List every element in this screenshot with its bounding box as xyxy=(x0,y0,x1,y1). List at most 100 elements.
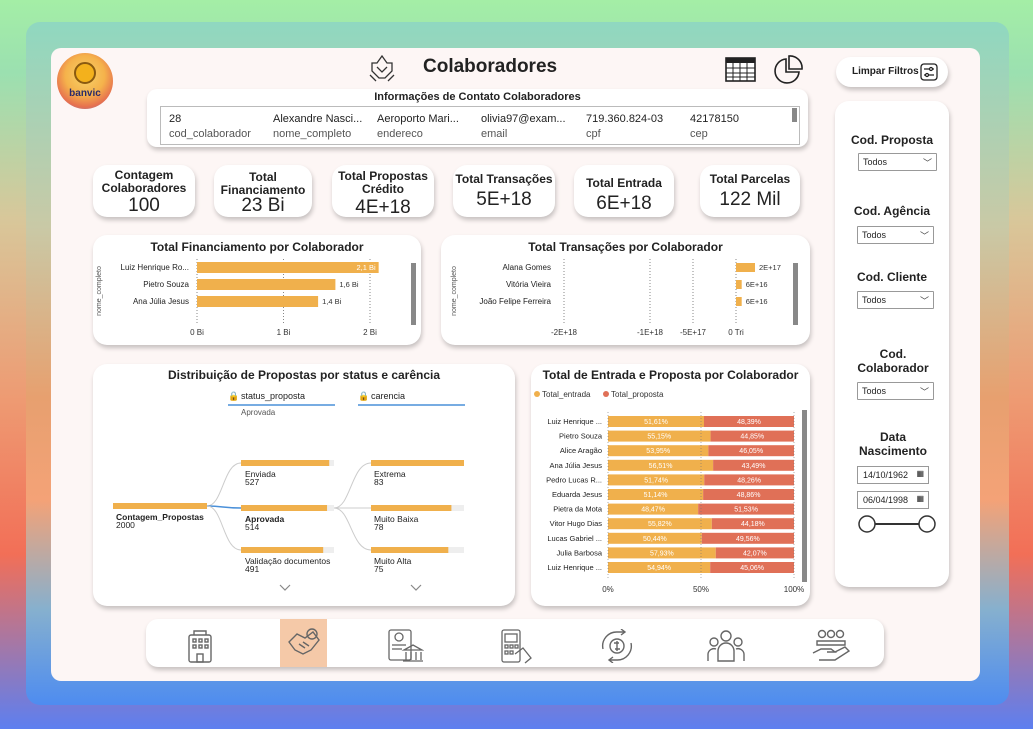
data-label: 43,49% xyxy=(742,463,766,470)
category-label: Vitória Vieira xyxy=(506,280,552,289)
chevron-down-icon: ﹀ xyxy=(919,296,929,306)
contact-scrollbar[interactable] xyxy=(792,108,797,122)
kpi-card: Total Financiamento 23 Bi xyxy=(214,165,312,217)
legend-marker xyxy=(603,391,609,397)
agencia-select[interactable]: Todos ﹀ xyxy=(857,226,934,244)
category-label: Eduarda Jesus xyxy=(552,490,602,499)
data-label: 56,51% xyxy=(649,463,673,470)
data-label: 53,95% xyxy=(646,448,670,455)
tree-node-value: 491 xyxy=(245,564,259,574)
filter-panel: Cod. Proposta Todos ﹀ Cod. Agência Todos ﹀… xyxy=(835,101,949,587)
tick-label: 1 Bi xyxy=(277,328,291,337)
bar-segment xyxy=(608,562,711,573)
data-label: 49,56% xyxy=(736,536,760,543)
bar-segment xyxy=(715,547,794,559)
date-range-slider[interactable] xyxy=(857,513,937,535)
clear-filters-button[interactable]: Limpar Filtros xyxy=(836,57,948,87)
data-label: 1,4 Bi xyxy=(322,297,342,306)
data-label: 45,06% xyxy=(740,565,764,572)
payment-terminal-icon[interactable] xyxy=(492,626,538,666)
decomposition-tree[interactable]: 🔒 status_proposta 🔒 carenciaAprovadaContage… xyxy=(93,364,515,606)
data-label: 57,93% xyxy=(650,550,674,557)
bar xyxy=(736,263,755,272)
tree-node-bar xyxy=(371,505,452,511)
filter-label: Cod. Cliente xyxy=(856,270,927,284)
category-label: Alana Gomes xyxy=(503,263,551,272)
filter-label: Cod. Proposta xyxy=(850,133,933,147)
tick-label: 0 Bi xyxy=(190,328,204,337)
entrada-proposta-chart: Total_entrada Total_proposta Luiz Henrique… xyxy=(534,390,807,594)
building-icon[interactable] xyxy=(177,626,223,666)
tick-label: 100% xyxy=(784,585,804,594)
contact-info-table: 28 cod_colaborador Alexandre Nasci... nome… xyxy=(160,106,800,145)
bank-document-icon[interactable] xyxy=(382,626,428,666)
data-label: 51,14% xyxy=(644,492,668,499)
bar-segment xyxy=(608,416,704,427)
tick-label: -2E+18 xyxy=(551,328,578,337)
kpi-card: Total Propostas Crédito 4E+18 xyxy=(332,165,434,218)
chevron-down-icon: ﹀ xyxy=(919,231,929,241)
contact-field: Alexandre Nasci... nome_completo xyxy=(273,113,363,140)
tree-node-bar xyxy=(241,547,324,553)
bar-segment xyxy=(704,474,794,486)
contact-field: 719.360.824-03 cpf xyxy=(586,113,664,140)
handshake-money-icon[interactable] xyxy=(280,619,327,667)
data-label: 6E+16 xyxy=(746,280,768,289)
tree-node-value: 75 xyxy=(374,564,384,574)
bar-segment xyxy=(701,532,794,544)
data-label: 1,6 Bi xyxy=(339,280,359,289)
data-label: 51,61% xyxy=(644,419,668,426)
clear-filters-label: Limpar Filtros xyxy=(852,66,919,77)
cliente-select[interactable]: Todos ﹀ xyxy=(857,291,934,309)
category-label: Alice Aragão xyxy=(560,446,602,455)
contact-field: 28 cod_colaborador xyxy=(169,113,251,140)
bar xyxy=(197,296,319,307)
bar-segment xyxy=(608,518,712,530)
tree-connector xyxy=(206,505,242,551)
bar-segment xyxy=(608,489,704,500)
tree-node-label: Enviada xyxy=(245,469,276,479)
data-label: 48,86% xyxy=(737,492,761,499)
tree-title: Distribuição de Propostas por status e c… xyxy=(167,368,441,382)
tree-node-bar xyxy=(241,460,330,466)
category-label: Luiz Henrique ... xyxy=(547,417,602,426)
chart-title: Total Financiamento por Colaborador xyxy=(150,240,364,254)
decomposition-tree-card: Distribuição de Propostas por status e c… xyxy=(93,364,515,606)
colaborador-select[interactable]: Todos ﹀ xyxy=(857,382,934,400)
tree-node-label: Validação documentos xyxy=(245,556,330,566)
data-label: 42,07% xyxy=(743,550,767,557)
entrada-proposta-chart-card: Total de Entrada e Proposta por Colabora… xyxy=(531,364,810,606)
tree-node-bar xyxy=(371,547,449,553)
data-label: 55,82% xyxy=(648,521,672,528)
tick-label: -5E+17 xyxy=(680,328,707,337)
tick-label: 0% xyxy=(602,585,614,594)
contact-field: Aeroporto Mari... endereco xyxy=(377,113,459,140)
tree-node-label: Extrema xyxy=(374,469,406,479)
bar-segment xyxy=(698,503,794,515)
chart-title: Total Transações por Colaborador xyxy=(528,240,723,254)
tree-node-value: 83 xyxy=(374,477,384,487)
tick-label: -1E+18 xyxy=(637,328,664,337)
financiamento-chart: nome_completo 0 Bi 1 Bi 2 Bi Luiz Henrique R… xyxy=(96,259,416,337)
category-label: Ana Júlia Jesus xyxy=(133,297,189,306)
date-to-input[interactable]: 06/04/1998 ▦ xyxy=(857,491,929,509)
team-icon[interactable] xyxy=(703,626,749,666)
category-label: Pietra da Mota xyxy=(553,505,603,514)
category-label: Pedro Lucas R... xyxy=(546,475,602,484)
data-label: 54,94% xyxy=(647,565,671,572)
lock-icon: 🔒 xyxy=(358,391,369,401)
date-from-input[interactable]: 14/10/1962 ▦ xyxy=(857,466,929,484)
category-label: Ana Júlia Jesus xyxy=(549,461,602,470)
tree-node-value: 78 xyxy=(374,522,384,532)
kpi-card: Total Transações 5E+18 xyxy=(453,165,555,217)
proposta-select[interactable]: Todos ﹀ xyxy=(858,153,937,171)
pie-chart-icon[interactable] xyxy=(772,55,803,86)
customer-care-icon[interactable] xyxy=(808,626,854,666)
money-transfer-icon[interactable] xyxy=(594,626,640,666)
category-label: Luiz Henrique Ro... xyxy=(121,263,189,272)
data-label: 46,05% xyxy=(739,448,763,455)
bottom-nav xyxy=(146,619,884,667)
table-icon[interactable] xyxy=(725,57,756,82)
axis-title: nome_completo xyxy=(96,266,103,316)
bar-segment xyxy=(710,430,794,442)
